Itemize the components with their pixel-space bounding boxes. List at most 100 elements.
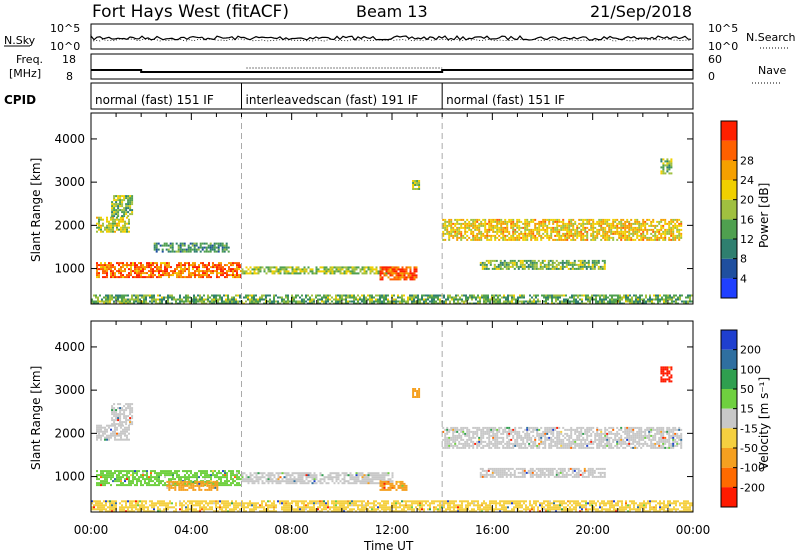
data-cell (140, 272, 142, 275)
data-cell (620, 224, 623, 227)
data-cell (185, 250, 188, 253)
data-cell (369, 478, 372, 481)
data-cell (110, 216, 112, 219)
data-cell (635, 300, 637, 303)
data-cell (132, 264, 134, 267)
data-cell (188, 262, 190, 265)
data-cell (627, 296, 629, 299)
data-cell (261, 472, 264, 475)
data-cell (176, 268, 178, 271)
data-cell (269, 504, 271, 507)
data-cell (129, 419, 132, 422)
data-cell (659, 300, 661, 303)
data-cell (137, 502, 139, 505)
data-cell (116, 470, 118, 473)
data-cell (583, 263, 586, 266)
data-cell (599, 296, 601, 299)
data-cell (226, 274, 228, 277)
data-cell (93, 508, 95, 511)
data-cell (118, 434, 120, 437)
data-cell (660, 160, 663, 163)
data-cell (401, 488, 404, 491)
data-cell (607, 300, 609, 303)
data-cell (474, 222, 477, 225)
data-cell (143, 508, 145, 511)
data-cell (537, 294, 539, 297)
data-cell (167, 248, 170, 251)
data-cell (160, 268, 162, 271)
data-cell (632, 234, 635, 237)
data-cell (665, 298, 667, 301)
data-cell (551, 294, 553, 297)
data-cell (232, 270, 234, 273)
data-cell (505, 261, 508, 264)
data-cell (483, 300, 485, 303)
data-cell (97, 296, 99, 299)
data-cell (293, 482, 296, 485)
data-cell (143, 510, 145, 513)
data-cell (208, 264, 210, 267)
data-cell (535, 300, 537, 303)
data-cell (112, 476, 114, 479)
data-cell (193, 298, 195, 301)
data-cell (560, 226, 563, 229)
data-cell (349, 272, 352, 275)
data-cell (450, 218, 453, 221)
data-cell (191, 502, 193, 505)
data-cell (587, 300, 589, 303)
data-cell (634, 230, 637, 233)
data-cell (185, 510, 187, 513)
data-cell (603, 298, 605, 301)
data-cell (329, 270, 332, 273)
data-cell (343, 472, 346, 475)
data-cell (337, 478, 340, 481)
data-cell (121, 205, 124, 208)
data-cell (536, 226, 539, 229)
data-cell (576, 230, 579, 233)
data-cell (240, 270, 242, 273)
data-cell (235, 502, 237, 505)
data-cell (180, 488, 183, 491)
data-cell (190, 470, 192, 473)
data-cell (241, 268, 244, 271)
data-cell (232, 482, 234, 485)
data-cell (542, 232, 545, 235)
data-cell (257, 502, 259, 505)
data-cell (125, 197, 128, 200)
data-cell (642, 230, 645, 233)
colorbar-tick-label: 4 (740, 272, 747, 285)
data-cell (224, 264, 226, 267)
data-cell (353, 480, 356, 483)
data-cell (373, 296, 375, 299)
data-cell (196, 270, 198, 273)
data-cell (211, 246, 214, 249)
data-cell (482, 232, 485, 235)
data-cell (196, 474, 198, 477)
data-cell (210, 488, 213, 491)
data-cell (119, 423, 122, 426)
data-cell (99, 502, 101, 505)
data-cell (474, 220, 477, 223)
data-cell (632, 230, 635, 233)
data-cell (249, 266, 252, 269)
data-cell (587, 265, 590, 268)
data-cell (199, 506, 201, 509)
data-cell (251, 298, 253, 301)
data-cell (131, 409, 134, 412)
data-cell (214, 474, 216, 477)
data-cell (217, 500, 219, 503)
data-cell (153, 502, 155, 505)
data-cell (261, 480, 264, 483)
data-cell (122, 432, 124, 435)
data-cell (172, 272, 174, 275)
data-cell (190, 472, 192, 475)
data-cell (511, 259, 514, 262)
data-cell (238, 484, 240, 487)
data-cell (311, 268, 314, 271)
data-cell (541, 267, 544, 270)
data-cell (371, 270, 374, 273)
data-cell (495, 259, 498, 262)
data-cell (257, 476, 260, 479)
data-cell (599, 294, 601, 297)
data-cell (651, 298, 653, 301)
